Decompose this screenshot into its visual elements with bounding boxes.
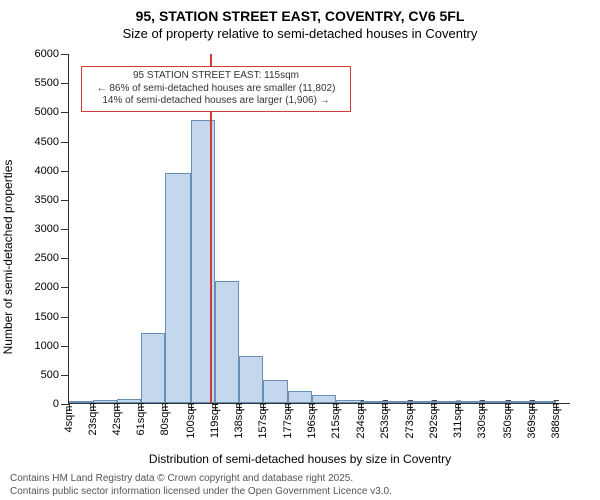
x-tick-label: 369sqm (526, 399, 538, 438)
y-tick-label: 2500 (35, 252, 59, 264)
y-tick (61, 258, 69, 259)
x-tick-label: 292sqm (428, 399, 440, 438)
y-tick (61, 317, 69, 318)
y-tick-label: 1000 (35, 340, 59, 352)
x-tick-label: 311sqm (452, 400, 464, 438)
histogram-bar (434, 401, 458, 403)
x-tick-label: 119sqm (209, 400, 221, 438)
histogram-bar (385, 401, 410, 403)
histogram-bar (336, 400, 360, 404)
annotation-line-2: ← 86% of semi-detached houses are smalle… (88, 83, 344, 96)
y-tick-label: 3500 (35, 194, 59, 206)
histogram-bar (458, 401, 482, 403)
histogram-bar (288, 391, 312, 403)
chart-title-line1: 95, STATION STREET EAST, COVENTRY, CV6 5… (0, 8, 600, 24)
x-tick-label: 23sqm (87, 402, 99, 435)
histogram-bar (239, 356, 263, 403)
y-tick-label: 500 (41, 369, 59, 381)
y-tick-label: 4000 (35, 165, 59, 177)
histogram-bar (117, 399, 141, 403)
x-tick-label: 350sqm (502, 399, 514, 438)
histogram-bar (69, 401, 93, 403)
x-tick-label: 330sqm (476, 399, 488, 438)
y-tick (61, 112, 69, 113)
x-tick-label: 273sqm (404, 399, 416, 438)
x-axis-title: Distribution of semi-detached houses by … (0, 452, 600, 466)
x-tick-label: 138sqm (233, 399, 245, 438)
plot-area: 0500100015002000250030003500400045005000… (68, 54, 570, 404)
y-tick (61, 54, 69, 55)
histogram-bar (482, 401, 507, 403)
histogram-bar (508, 401, 532, 403)
y-tick (61, 83, 69, 84)
y-tick (61, 229, 69, 230)
x-tick-label: 42sqm (111, 402, 123, 435)
y-tick (61, 200, 69, 201)
x-tick-label: 100sqm (185, 399, 197, 438)
y-tick (61, 287, 69, 288)
annotation-line-3: 14% of semi-detached houses are larger (… (88, 95, 344, 108)
y-tick-label: 4500 (35, 136, 59, 148)
x-tick-label: 196sqm (306, 399, 318, 438)
histogram-bar (263, 380, 288, 403)
histogram-bar (532, 401, 556, 403)
y-tick (61, 375, 69, 376)
chart-container: 95, STATION STREET EAST, COVENTRY, CV6 5… (0, 0, 600, 500)
attribution-line1: Contains HM Land Registry data © Crown c… (10, 473, 590, 486)
attribution-line2: Contains public sector information licen… (10, 486, 590, 499)
x-tick-label: 253sqm (379, 399, 391, 438)
y-tick-label: 3000 (35, 223, 59, 235)
histogram-bar (410, 401, 434, 403)
title-block: 95, STATION STREET EAST, COVENTRY, CV6 5… (0, 0, 600, 41)
y-tick (61, 346, 69, 347)
histogram-bar (165, 173, 190, 403)
x-tick-label: 80sqm (159, 402, 171, 435)
y-tick-label: 6000 (35, 48, 59, 60)
x-tick-label: 388sqm (550, 399, 562, 438)
y-tick (61, 142, 69, 143)
attribution-block: Contains HM Land Registry data © Crown c… (10, 473, 590, 498)
histogram-bar (141, 333, 165, 403)
histogram-bar (312, 395, 336, 403)
annotation-line-1: 95 STATION STREET EAST: 115sqm (88, 70, 344, 83)
x-tick-label: 61sqm (135, 402, 147, 435)
x-tick-label: 157sqm (257, 399, 269, 438)
annotation-box: 95 STATION STREET EAST: 115sqm← 86% of s… (81, 66, 351, 112)
x-tick-label: 4sqm (63, 406, 75, 433)
y-tick-label: 5500 (35, 77, 59, 89)
y-axis-title: Number of semi-detached properties (1, 160, 15, 355)
y-tick-label: 1500 (35, 311, 59, 323)
y-tick-label: 0 (53, 398, 59, 410)
y-tick-label: 2000 (35, 281, 59, 293)
x-tick-label: 234sqm (355, 399, 367, 438)
histogram-bar (361, 401, 385, 403)
x-tick-label: 177sqm (282, 399, 294, 438)
histogram-bar (93, 400, 117, 404)
x-tick-label: 215sqm (330, 399, 342, 438)
histogram-bar (215, 281, 239, 404)
y-tick-label: 5000 (35, 106, 59, 118)
y-tick (61, 171, 69, 172)
chart-title-line2: Size of property relative to semi-detach… (0, 26, 600, 41)
